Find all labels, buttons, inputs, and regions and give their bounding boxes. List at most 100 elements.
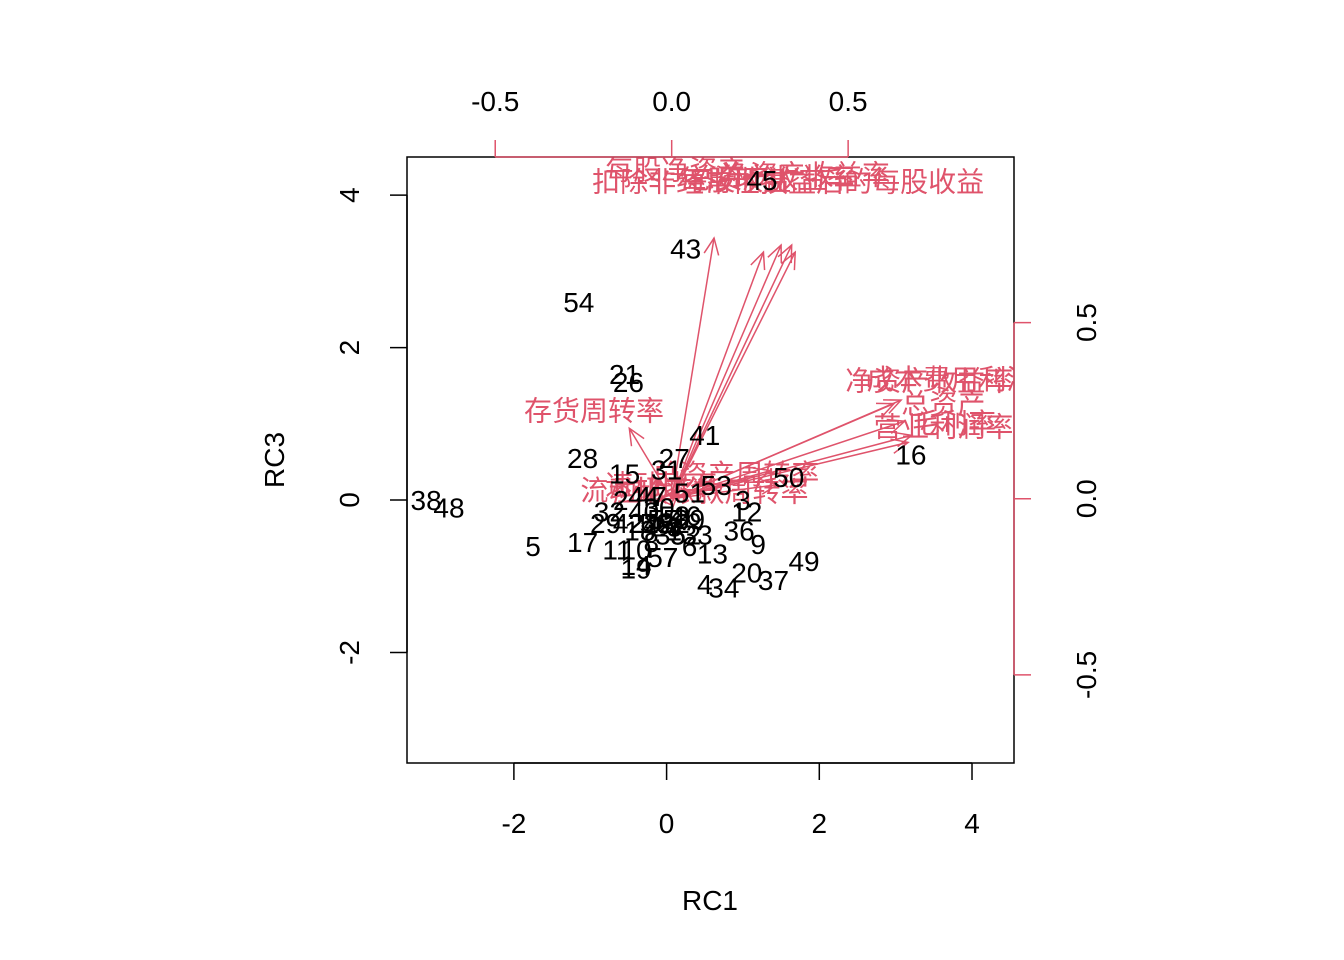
loading-arrowhead bbox=[661, 490, 681, 509]
loading-arrow bbox=[671, 244, 793, 500]
loading-label: 流动比率 bbox=[580, 475, 692, 506]
bottom-axis-tick-label: -2 bbox=[501, 808, 526, 839]
loading-label: 营业利润率 bbox=[873, 412, 1013, 443]
score-point-label: 16 bbox=[895, 439, 926, 470]
loading-label: 成本费用利润率 bbox=[867, 364, 1063, 395]
score-point-label: 2 bbox=[613, 485, 629, 516]
score-point-label: 46 bbox=[670, 500, 701, 531]
loading-label: 扣除非经常性损益后的每股收益 bbox=[592, 167, 984, 198]
score-point-label: 25 bbox=[643, 508, 674, 539]
score-point-label: 57 bbox=[647, 542, 678, 573]
score-point-label: 50 bbox=[773, 462, 804, 493]
score-point-label: 42 bbox=[613, 508, 644, 539]
score-point-label: 31 bbox=[651, 455, 682, 486]
loading-arrow bbox=[670, 244, 782, 500]
score-point-label: 24 bbox=[628, 508, 659, 539]
score-point-label: 17 bbox=[567, 527, 598, 558]
score-point-label: 4 bbox=[697, 569, 713, 600]
left-axis: -2 0 2 4 bbox=[334, 187, 408, 665]
score-point-label: 32 bbox=[594, 496, 625, 527]
score-point-label: 49 bbox=[788, 546, 819, 577]
score-point-label: 27 bbox=[659, 443, 690, 474]
score-point-label: 40 bbox=[628, 496, 659, 527]
score-point-label: 5 bbox=[525, 531, 541, 562]
loading-arrowhead bbox=[780, 250, 797, 271]
loading-arrowhead bbox=[777, 243, 793, 264]
score-point-label: 21 bbox=[609, 359, 640, 390]
score-point-label: 22 bbox=[659, 508, 690, 539]
loading-arrowhead bbox=[760, 478, 780, 495]
loading-arrow bbox=[671, 251, 796, 500]
loading-label: 净资产收益率 bbox=[845, 366, 1013, 397]
loading-label: 应收账款周转率 bbox=[612, 477, 808, 508]
score-point-label: 3 bbox=[735, 485, 751, 516]
score-point-label: 53 bbox=[701, 470, 732, 501]
loading-arrowhead bbox=[703, 236, 720, 256]
loading-arrow bbox=[671, 434, 912, 500]
right-axis-tick-label: -0.5 bbox=[1071, 651, 1102, 699]
left-axis-tick-label: 0 bbox=[334, 492, 365, 508]
left-axis-tick-label: 2 bbox=[334, 340, 365, 356]
loading-arrowhead bbox=[893, 431, 914, 448]
score-point-label: 13 bbox=[697, 538, 728, 569]
score-point-label: 1 bbox=[666, 516, 682, 547]
score-point-label: 56 bbox=[640, 508, 671, 539]
loading-label: 净资产收益率 bbox=[722, 160, 890, 191]
score-point-label: 10 bbox=[620, 535, 651, 566]
top-axis-tick-label: -0.5 bbox=[471, 86, 519, 117]
score-point-label: 45 bbox=[746, 165, 777, 196]
loading-label: 每股收益 bbox=[679, 165, 791, 196]
score-point-label: 6 bbox=[682, 531, 698, 562]
score-point-label: 39 bbox=[674, 504, 705, 535]
loading-arrowhead bbox=[886, 418, 907, 434]
top-axis-tick-label: 0.0 bbox=[652, 86, 691, 117]
bottom-axis-tick-label: 0 bbox=[659, 808, 675, 839]
loading-arrowhead bbox=[655, 490, 675, 507]
score-point-label: 19 bbox=[620, 554, 651, 585]
loading-arrow bbox=[671, 399, 902, 500]
loading-label: 总资产 bbox=[901, 389, 985, 420]
bottom-axis-tick-label: 2 bbox=[812, 808, 828, 839]
loading-arrowhead bbox=[883, 399, 903, 414]
score-point-label: 37 bbox=[758, 565, 789, 596]
score-point-label: 23 bbox=[651, 512, 682, 543]
loading-arrowhead bbox=[750, 250, 766, 271]
score-point-label: 20 bbox=[731, 557, 762, 588]
y-axis-label: RC3 bbox=[259, 432, 290, 488]
score-point-label: 30 bbox=[643, 493, 674, 524]
score-point-label: 38 bbox=[411, 485, 442, 516]
score-point-label: 8 bbox=[644, 527, 660, 558]
score-point-label: 41 bbox=[689, 420, 720, 451]
loading-arrow bbox=[670, 251, 765, 500]
top-axis: -0.5 0.0 0.5 bbox=[471, 86, 868, 158]
right-axis-tick-label: 0.5 bbox=[1071, 303, 1102, 342]
score-point-label: 14 bbox=[620, 550, 651, 581]
score-point-label: 7 bbox=[663, 542, 679, 573]
loading-arrowhead bbox=[628, 426, 645, 447]
score-point-label: 15 bbox=[609, 458, 640, 489]
score-point-label: 44 bbox=[628, 481, 659, 512]
loading-arrow bbox=[671, 469, 771, 500]
loading-arrow bbox=[671, 420, 905, 500]
score-point-label: 48 bbox=[433, 493, 464, 524]
score-point-label: 11 bbox=[602, 535, 631, 566]
right-axis-tick-label: 0.0 bbox=[1071, 479, 1102, 518]
loading-label: 存货周转率 bbox=[524, 396, 664, 427]
score-point-label: 18 bbox=[624, 516, 655, 547]
score-point-label: 29 bbox=[590, 508, 621, 539]
x-axis-label: RC1 bbox=[682, 885, 738, 916]
bottom-axis: -2 0 2 4 bbox=[501, 762, 980, 839]
score-point-label: 28 bbox=[567, 443, 598, 474]
loading-arrowhead bbox=[890, 438, 910, 454]
right-axis: -0.5 0.0 0.5 bbox=[1013, 303, 1102, 699]
score-point-label: 9 bbox=[750, 529, 766, 560]
loading-label: 总资产收益率 bbox=[686, 163, 854, 194]
score-point-label: 47 bbox=[636, 481, 667, 512]
loading-arrow bbox=[628, 427, 673, 500]
loading-arrow bbox=[670, 237, 715, 499]
score-point-label: 52 bbox=[670, 519, 701, 550]
score-point-label: 26 bbox=[613, 367, 644, 398]
